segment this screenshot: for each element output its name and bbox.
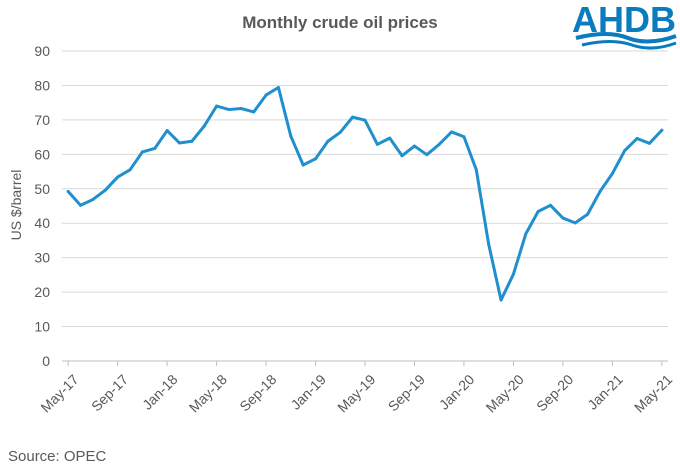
logo-wave-1 <box>575 32 677 44</box>
data-point <box>103 188 107 192</box>
y-tick-label: 20 <box>34 284 50 300</box>
data-point <box>462 135 466 139</box>
data-point <box>635 136 639 140</box>
y-tick-label: 0 <box>42 353 50 369</box>
data-point <box>140 150 144 154</box>
y-tick-label: 60 <box>34 146 50 162</box>
x-tick-label: May-18 <box>186 371 230 415</box>
data-point <box>289 134 293 138</box>
data-point <box>190 139 194 143</box>
y-tick-label: 30 <box>34 250 50 266</box>
x-tick-label: Jan-19 <box>287 371 329 413</box>
data-point <box>549 203 553 207</box>
data-point <box>165 129 169 133</box>
data-point <box>375 142 379 146</box>
data-point <box>338 130 342 134</box>
x-tick-label: May-21 <box>631 371 675 415</box>
data-point <box>301 163 305 167</box>
data-point <box>474 168 478 172</box>
data-point <box>623 149 627 153</box>
data-point <box>363 118 367 122</box>
data-point <box>215 104 219 108</box>
series-layer <box>66 86 664 302</box>
y-axis-label: US $/barrel <box>8 170 24 241</box>
data-point <box>314 157 318 161</box>
data-point <box>536 210 540 214</box>
data-point <box>598 190 602 194</box>
data-point <box>202 124 206 128</box>
x-tick-label: May-20 <box>483 371 527 415</box>
data-point <box>351 115 355 119</box>
data-point <box>400 154 404 158</box>
data-point <box>79 203 83 207</box>
y-tick-label: 10 <box>34 319 50 335</box>
y-tick-label: 40 <box>34 215 50 231</box>
x-tick-label: Sep-19 <box>385 371 428 414</box>
data-point <box>326 139 330 143</box>
data-point <box>412 144 416 148</box>
x-tick-label: Sep-17 <box>88 371 131 414</box>
data-point <box>388 136 392 140</box>
data-point <box>499 298 503 302</box>
gridlines <box>62 50 668 362</box>
data-point <box>239 107 243 111</box>
data-point <box>511 272 515 276</box>
x-tick-label: Jan-21 <box>584 371 626 413</box>
x-tick-label: May-19 <box>334 371 378 415</box>
data-point <box>177 141 181 145</box>
data-point <box>573 221 577 225</box>
y-tick-label: 70 <box>34 112 50 128</box>
y-tick-label: 90 <box>34 43 50 59</box>
data-point <box>91 197 95 201</box>
data-point <box>524 232 528 236</box>
source-note: Source: OPEC <box>8 448 107 465</box>
data-point <box>425 153 429 157</box>
y-tick-label: 80 <box>34 77 50 93</box>
y-tick-labels: 0 10 20 30 40 50 60 70 80 90 <box>34 43 50 369</box>
data-point <box>276 86 280 90</box>
x-tick-label: Sep-20 <box>533 371 576 414</box>
x-tick-label: Jan-18 <box>139 371 181 413</box>
x-tick-label: Sep-18 <box>236 371 279 414</box>
data-point <box>66 190 70 194</box>
data-point <box>252 110 256 114</box>
data-point <box>586 212 590 216</box>
x-tick-label: May-17 <box>37 371 81 415</box>
data-point <box>660 128 664 132</box>
data-point <box>116 175 120 179</box>
data-point <box>647 141 651 145</box>
data-point <box>610 172 614 176</box>
data-point <box>450 130 454 134</box>
data-point <box>227 108 231 112</box>
chart-title: Monthly crude oil prices <box>242 13 438 32</box>
x-tick-labels: May-17 Sep-17 Jan-18 May-18 Sep-18 Jan-19 May-… <box>37 361 675 415</box>
data-point <box>153 146 157 150</box>
y-tick-label: 50 <box>34 181 50 197</box>
data-point <box>561 216 565 220</box>
ahdb-logo: AHDB <box>572 0 677 50</box>
logo-wave-2 <box>581 40 677 50</box>
data-point <box>128 168 132 172</box>
x-tick-label: Jan-20 <box>436 371 478 413</box>
data-point <box>264 93 268 97</box>
data-point <box>437 142 441 146</box>
data-point <box>487 242 491 246</box>
